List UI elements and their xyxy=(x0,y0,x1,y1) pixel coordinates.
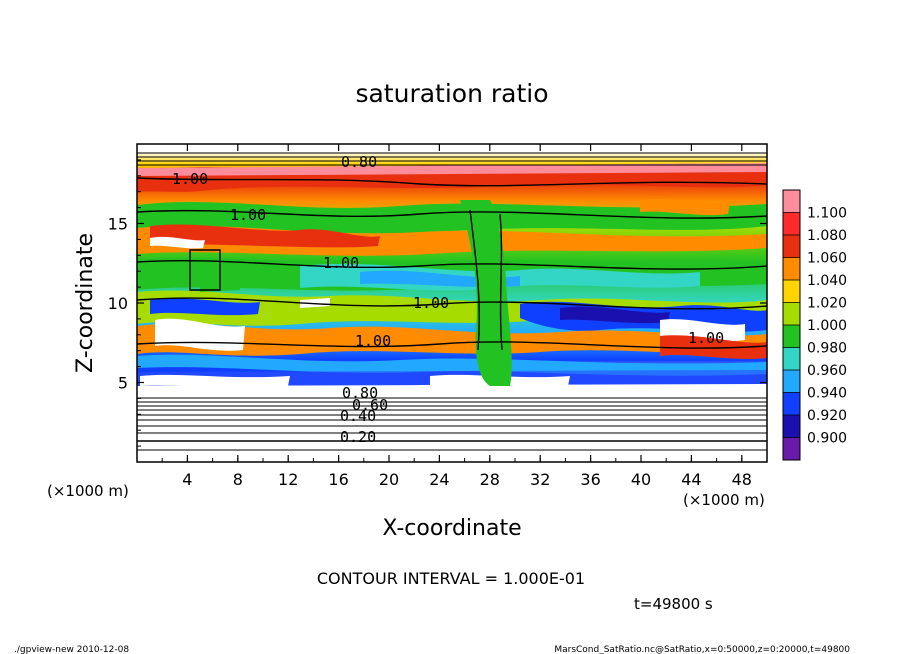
colorbar-swatch xyxy=(783,347,800,371)
time-stamp: t=49800 s xyxy=(634,595,713,613)
colorbar-label: 0.980 xyxy=(807,341,847,357)
x-tick-label: 40 xyxy=(631,470,651,489)
colorbar-swatch xyxy=(783,392,800,416)
x-axis-unit: (×1000 m) xyxy=(683,491,765,509)
y-tick-label: 10 xyxy=(108,294,128,313)
contour-label: 0.60 xyxy=(352,396,388,414)
contour-label: 0.20 xyxy=(340,428,376,446)
y-axis-unit: (×1000 m) xyxy=(47,482,129,500)
colorbar-swatch xyxy=(783,370,800,393)
colorbar-swatch xyxy=(783,280,800,303)
contour-label: 1.00 xyxy=(172,170,208,188)
x-tick-label: 20 xyxy=(379,470,399,489)
y-tick-label: 15 xyxy=(108,215,128,234)
x-tick-label: 24 xyxy=(429,470,449,489)
plot-area: 1.00 1.00 1.00 1.00 1.00 1.00 0.80 0.60 … xyxy=(136,143,768,463)
x-tick-label: 36 xyxy=(580,470,600,489)
contour-label: 0.80 xyxy=(341,153,377,171)
colorbar-label: 1.040 xyxy=(807,273,847,289)
x-tick-label: 16 xyxy=(328,470,348,489)
chart-title: saturation ratio xyxy=(355,79,548,108)
colorbar-label: 0.900 xyxy=(807,431,847,447)
x-tick-label: 44 xyxy=(681,470,701,489)
contour-lines xyxy=(136,152,768,451)
colorbar-swatch xyxy=(783,302,800,326)
x-tick-label: 8 xyxy=(233,470,243,489)
colorbar-label: 0.920 xyxy=(807,408,847,424)
colorbar-swatch xyxy=(783,235,800,258)
colorbar-swatch xyxy=(783,325,800,348)
colorbar-label: 0.960 xyxy=(807,363,847,379)
footer-left: ./gpview-new 2010-12-08 xyxy=(14,645,129,654)
colorbar: 1.100 1.080 1.060 1.040 1.020 1.000 0.980 0.960… xyxy=(782,189,847,461)
x-axis-label: X-coordinate xyxy=(382,516,521,541)
contour-label: 1.00 xyxy=(413,294,449,312)
colorbar-swatch xyxy=(783,190,800,213)
contour-label: 0.40 xyxy=(340,407,376,425)
contour-label: 1.00 xyxy=(323,254,359,272)
colorbar-swatch xyxy=(783,415,800,438)
colorbar-label: 0.940 xyxy=(807,386,847,402)
colorbar-label: 1.060 xyxy=(807,251,847,267)
contour-labels: 1.00 1.00 1.00 1.00 1.00 1.00 0.80 0.60 … xyxy=(172,153,724,446)
contour-label: 0.80 xyxy=(342,384,378,402)
footer-right: MarsCond_SatRatio.nc@SatRatio,x=0:50000,… xyxy=(554,645,850,654)
colorbar-swatch xyxy=(783,212,800,236)
x-tick-label: 28 xyxy=(480,470,500,489)
contour-label: 1.00 xyxy=(355,332,391,350)
colorbar-label: 1.000 xyxy=(807,318,847,334)
y-axis-label: Z-coordinate xyxy=(73,233,98,373)
y-tick-label: 5 xyxy=(118,374,128,393)
colorbar-swatch xyxy=(783,437,800,461)
colorbar-label: 1.020 xyxy=(807,296,847,312)
contour-label: 1.00 xyxy=(230,206,266,224)
colorbar-label: 1.100 xyxy=(807,206,847,222)
contour-interval-note: CONTOUR INTERVAL = 1.000E-01 xyxy=(317,569,585,588)
x-tick-label: 32 xyxy=(530,470,550,489)
x-tick-label: 48 xyxy=(732,470,752,489)
colorbar-label: 1.080 xyxy=(807,228,847,244)
x-tick-label: 4 xyxy=(182,470,192,489)
y-axis-ticks: 5 10 15 xyxy=(108,159,767,447)
colorbar-swatch xyxy=(783,257,800,281)
x-axis-ticks: 4 8 12 16 20 24 28 32 36 40 44 48 xyxy=(136,144,768,489)
contour-label: 1.00 xyxy=(688,329,724,347)
x-tick-label: 12 xyxy=(278,470,298,489)
heatmap-field xyxy=(137,152,767,398)
